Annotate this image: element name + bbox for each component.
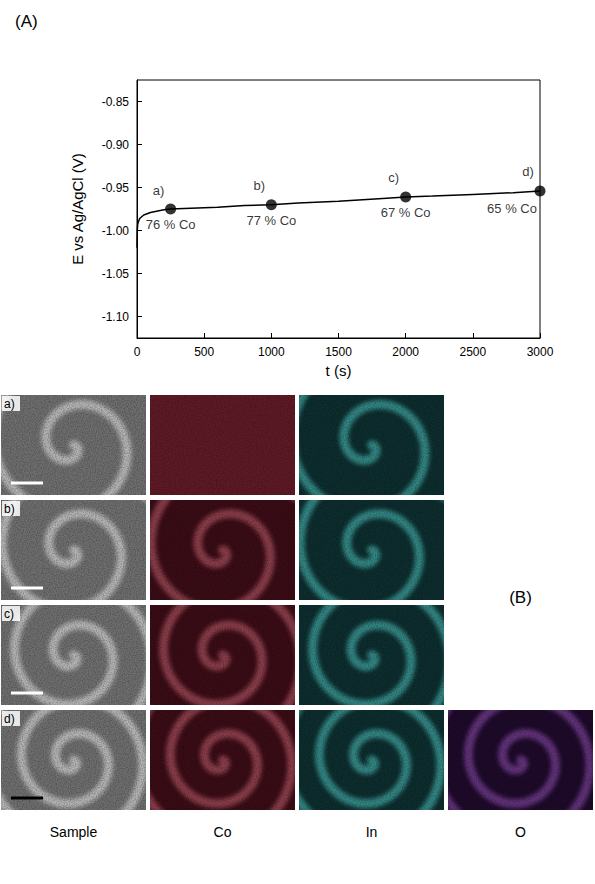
svg-text:Co: Co xyxy=(214,824,232,840)
svg-text:O: O xyxy=(515,824,526,840)
svg-text:67 % Co: 67 % Co xyxy=(381,205,431,220)
svg-text:(B): (B) xyxy=(509,588,532,607)
svg-text:b): b) xyxy=(4,502,15,516)
svg-text:-0.90: -0.90 xyxy=(102,138,130,152)
svg-text:-1.10: -1.10 xyxy=(102,310,130,324)
svg-text:-1.05: -1.05 xyxy=(102,267,130,281)
svg-text:1000: 1000 xyxy=(258,345,285,359)
svg-text:Sample: Sample xyxy=(50,824,98,840)
svg-text:0: 0 xyxy=(134,345,141,359)
svg-text:500: 500 xyxy=(194,345,214,359)
svg-text:t (s): t (s) xyxy=(326,362,352,379)
svg-text:-1.00: -1.00 xyxy=(102,224,130,238)
svg-text:-0.85: -0.85 xyxy=(102,95,130,109)
svg-text:E vs Ag/AgCl (V): E vs Ag/AgCl (V) xyxy=(69,153,86,265)
svg-text:In: In xyxy=(366,824,378,840)
svg-text:a): a) xyxy=(4,397,15,411)
svg-text:a): a) xyxy=(153,183,165,198)
svg-text:c): c) xyxy=(388,170,399,185)
svg-text:d): d) xyxy=(4,712,15,726)
svg-text:(A): (A) xyxy=(15,12,38,31)
svg-text:-0.95: -0.95 xyxy=(102,181,130,195)
svg-text:b): b) xyxy=(254,178,266,193)
svg-text:77 % Co: 77 % Co xyxy=(246,213,296,228)
svg-text:3000: 3000 xyxy=(527,345,554,359)
svg-text:c): c) xyxy=(4,607,14,621)
svg-text:76 % Co: 76 % Co xyxy=(146,217,196,232)
svg-text:d): d) xyxy=(522,164,534,179)
svg-text:1500: 1500 xyxy=(325,345,352,359)
svg-text:2500: 2500 xyxy=(459,345,486,359)
svg-text:2000: 2000 xyxy=(392,345,419,359)
svg-text:65 % Co: 65 % Co xyxy=(487,201,537,216)
